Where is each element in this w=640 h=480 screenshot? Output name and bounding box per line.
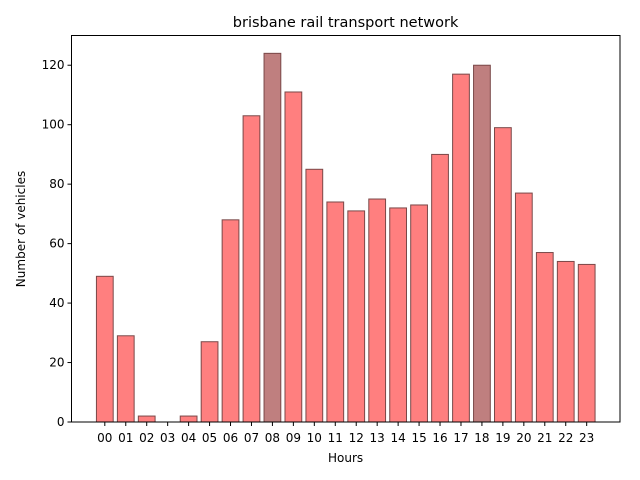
y-axis-ticks: 0 20 40 60 80 100 120: [42, 58, 72, 429]
x-tick-label: 17: [453, 431, 468, 445]
bar-23: [577, 263, 596, 423]
bar-18: [473, 64, 491, 423]
x-tick-label: 01: [118, 431, 133, 445]
x-tick-label: 15: [411, 431, 426, 445]
x-tick-label: 00: [97, 431, 112, 445]
x-tick-label: 02: [139, 431, 154, 445]
x-tick-label: 05: [202, 431, 217, 445]
x-tick-label: 04: [181, 431, 196, 445]
bar-13: [368, 198, 387, 423]
x-tick-label: 16: [432, 431, 447, 445]
x-tick-label: 11: [328, 431, 343, 445]
bar-09: [284, 91, 303, 423]
x-tick-label: 07: [244, 431, 259, 445]
y-tick-label: 0: [57, 415, 65, 429]
x-tick-label: 03: [160, 431, 175, 445]
x-tick-label: 20: [516, 431, 531, 445]
x-tick-label: 18: [474, 431, 489, 445]
bar-08: [263, 52, 282, 423]
bar-10: [305, 168, 324, 423]
bar-11: [326, 201, 345, 423]
bar-00: [95, 275, 114, 423]
bar-16: [431, 153, 449, 423]
bar-04: [179, 415, 198, 423]
y-tick-label: 60: [49, 237, 64, 251]
y-tick-label: 100: [42, 118, 65, 132]
x-tick-label: 10: [307, 431, 322, 445]
bar-17: [452, 73, 470, 423]
y-tick-label: 80: [49, 177, 64, 191]
plot-area-frame: [71, 35, 621, 423]
x-tick-label: 06: [223, 431, 238, 445]
bar-07: [242, 115, 261, 423]
x-axis-label: Hours: [328, 451, 363, 465]
x-tick-label: 08: [265, 431, 280, 445]
x-tick-label: 19: [495, 431, 510, 445]
y-tick-label: 120: [42, 58, 65, 72]
x-tick-label: 23: [579, 431, 594, 445]
bar-06: [221, 219, 240, 423]
bar-21: [535, 252, 554, 423]
x-tick-label: 12: [349, 431, 364, 445]
chart-title: brisbane rail transport network: [233, 15, 459, 31]
x-tick-label: 22: [558, 431, 573, 445]
bar-15: [410, 204, 428, 423]
y-tick-label: 40: [49, 296, 64, 310]
bar-02: [137, 415, 156, 423]
bar-05: [200, 341, 219, 423]
y-tick-label: 20: [49, 356, 64, 370]
bar-12: [347, 210, 366, 423]
x-tick-label: 13: [370, 431, 385, 445]
x-axis-ticks: 00 01 02 03 04 05 06 07 08 09 10 11 12 13 14 15 16 17 18 19…: [97, 422, 594, 445]
bar-22: [556, 260, 575, 423]
x-tick-label: 14: [390, 431, 405, 445]
bar-14: [389, 207, 408, 423]
x-tick-label: 09: [286, 431, 301, 445]
bar-20: [514, 192, 533, 423]
bar-01: [116, 335, 135, 423]
bars-group: [95, 52, 596, 423]
x-tick-label: 21: [537, 431, 552, 445]
bar-19: [494, 127, 512, 423]
y-axis-label: Number of vehicles: [14, 171, 28, 287]
